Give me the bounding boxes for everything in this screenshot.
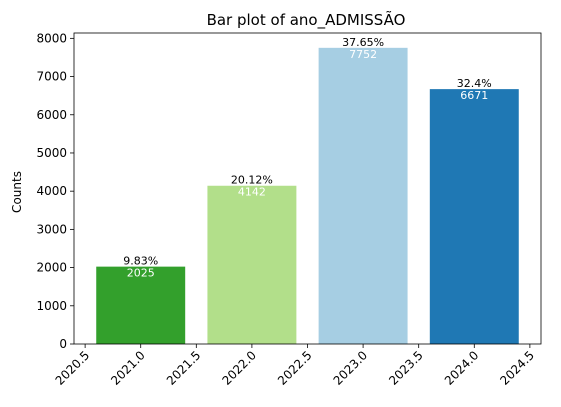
percent-label: 20.12% <box>231 174 273 187</box>
y-tick-label: 8000 <box>36 31 67 45</box>
x-tick-label: 2023.0 <box>331 348 371 388</box>
count-label: 2025 <box>127 267 155 280</box>
y-tick-label: 2000 <box>36 261 67 275</box>
y-tick-label: 5000 <box>36 146 67 160</box>
y-tick-label: 6000 <box>36 108 67 122</box>
x-tick-label: 2023.5 <box>386 348 426 388</box>
plot-area: 9.83%2025 20.12%4142 37.65%7752 32.4%6671 0 1… <box>36 31 542 388</box>
x-tick-label: 2022.5 <box>275 348 315 388</box>
y-tick-label: 3000 <box>36 222 67 236</box>
count-label: 7752 <box>349 48 377 61</box>
y-tick-label: 0 <box>59 337 67 351</box>
y-tick-label: 1000 <box>36 299 67 313</box>
y-tick-label: 7000 <box>36 70 67 84</box>
x-tick-label: 2021.5 <box>164 348 204 388</box>
bar <box>207 185 297 344</box>
bar <box>429 89 519 344</box>
chart-title: Bar plot of ano_ADMISSÃO <box>207 10 406 30</box>
percent-label: 32.4% <box>457 77 492 90</box>
x-tick-label: 2024.0 <box>442 348 482 388</box>
count-label: 6671 <box>460 89 488 102</box>
x-tick-label: 2024.5 <box>497 348 537 388</box>
percent-label: 9.83% <box>123 255 158 268</box>
x-tick-label: 2021.0 <box>108 348 148 388</box>
x-tick-label: 2022.0 <box>219 348 259 388</box>
bar <box>318 47 408 345</box>
bar <box>96 266 186 344</box>
x-tick-label: 2020.5 <box>53 348 93 388</box>
y-axis-label: Counts <box>10 171 24 213</box>
percent-label: 37.65% <box>342 36 384 49</box>
y-tick-label: 4000 <box>36 184 67 198</box>
count-label: 4142 <box>238 186 266 199</box>
